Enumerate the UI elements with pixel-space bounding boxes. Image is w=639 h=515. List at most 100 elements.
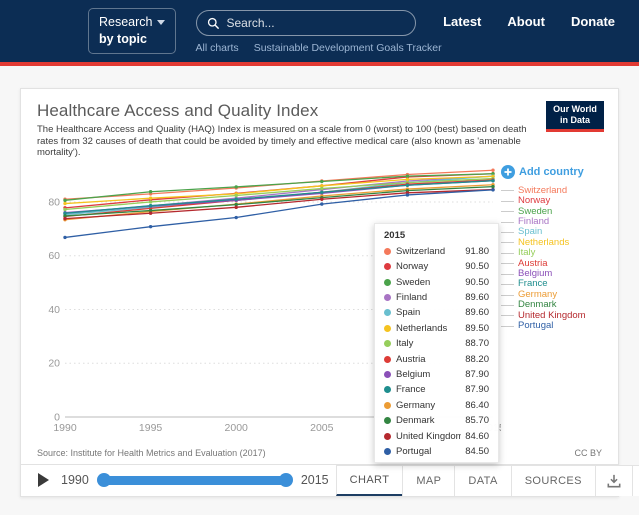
license-text[interactable]: CC BY xyxy=(574,448,602,458)
tab-chart[interactable]: CHART xyxy=(336,465,404,496)
series-point-italy-1995[interactable] xyxy=(149,200,152,203)
timeline-start-year: 1990 xyxy=(61,473,89,487)
source-text: Source: Institute for Health Metrics and… xyxy=(37,448,266,458)
slider-handle-end[interactable] xyxy=(279,473,293,487)
tooltip-country-name: Italy xyxy=(396,338,461,349)
tooltip-country-name: Denmark xyxy=(396,415,461,426)
tab-data[interactable]: DATA xyxy=(454,465,511,496)
series-point-france-1995[interactable] xyxy=(149,204,152,207)
tooltip-country-value: 89.50 xyxy=(465,323,489,334)
timeline: 1990 2015 xyxy=(21,465,337,496)
y-tick-80: 80 xyxy=(48,196,60,208)
series-point-portugal-2005[interactable] xyxy=(320,202,323,205)
nav-links: Latest About Donate xyxy=(443,14,615,54)
latest-link[interactable]: Latest xyxy=(443,14,481,54)
x-tick-1995: 1995 xyxy=(139,422,163,434)
legend-leader-line xyxy=(501,201,514,202)
tooltip-row-netherlands: Netherlands 89.50 xyxy=(375,321,498,336)
y-tick-60: 60 xyxy=(48,250,60,262)
tooltip-country-name: Norway xyxy=(396,261,461,272)
legend-item-portugal[interactable]: Portugal xyxy=(501,321,609,331)
tooltip-country-value: 85.70 xyxy=(465,415,489,426)
tooltip-country-name: Germany xyxy=(396,400,461,411)
series-point-italy-1990[interactable] xyxy=(63,208,66,211)
chart-legend: SwitzerlandNorwaySwedenFinlandSpainNethe… xyxy=(501,186,609,332)
series-point-sweden-2000[interactable] xyxy=(235,185,238,188)
legend-leader-line xyxy=(501,190,514,191)
series-point-portugal-2015[interactable] xyxy=(491,188,494,191)
tooltip-country-name: Netherlands xyxy=(396,323,461,334)
tooltip-country-value: 88.70 xyxy=(465,338,489,349)
play-icon xyxy=(37,473,49,487)
series-point-united-kingdom-2000[interactable] xyxy=(235,205,238,208)
series-point-united-kingdom-2005[interactable] xyxy=(320,197,323,200)
x-tick-2000: 2000 xyxy=(225,422,249,434)
tooltip-country-name: Portugal xyxy=(396,446,461,457)
tooltip-series-dot xyxy=(384,294,391,301)
x-tick-2005: 2005 xyxy=(310,422,334,434)
series-point-france-2010[interactable] xyxy=(406,183,409,186)
tooltip-series-dot xyxy=(384,433,391,440)
series-point-denmark-2015[interactable] xyxy=(491,185,494,188)
by-topic-label: by topic xyxy=(99,32,147,46)
series-point-sweden-2010[interactable] xyxy=(406,174,409,177)
series-point-france-2005[interactable] xyxy=(320,190,323,193)
donate-link[interactable]: Donate xyxy=(571,14,615,54)
share-button[interactable] xyxy=(632,465,639,496)
line-chart: 020406080199019952000200520102015 2015 S… xyxy=(35,161,501,446)
series-point-portugal-2010[interactable] xyxy=(406,193,409,196)
top-navbar: Research by topic All charts Sustainable… xyxy=(0,0,639,66)
slider-track[interactable] xyxy=(99,476,291,485)
research-label: Research xyxy=(99,15,153,29)
tab-sources[interactable]: SOURCES xyxy=(511,465,596,496)
series-point-portugal-2000[interactable] xyxy=(235,216,238,219)
about-link[interactable]: About xyxy=(507,14,545,54)
tooltip-country-name: Finland xyxy=(396,292,461,303)
download-button[interactable] xyxy=(595,465,633,496)
series-point-france-2015[interactable] xyxy=(491,179,494,182)
series-point-portugal-1990[interactable] xyxy=(63,235,66,238)
legend-leader-line xyxy=(501,253,514,254)
tooltip-row-sweden: Sweden90.50 xyxy=(375,275,498,290)
series-point-italy-2000[interactable] xyxy=(235,194,238,197)
tooltip-row-italy: Italy 88.70 xyxy=(375,336,498,351)
tooltip-row-austria: Austria88.20 xyxy=(375,351,498,366)
legend-leader-line xyxy=(501,284,514,285)
series-point-france-2000[interactable] xyxy=(235,197,238,200)
view-tabs: CHART MAP DATA SOURCES xyxy=(337,465,639,496)
add-country-button[interactable]: Add country xyxy=(501,163,584,181)
search-box[interactable] xyxy=(196,10,416,36)
tab-map[interactable]: MAP xyxy=(402,465,455,496)
tooltip-country-value: 87.90 xyxy=(465,384,489,395)
all-charts-link[interactable]: All charts xyxy=(196,42,239,54)
series-point-sweden-1990[interactable] xyxy=(63,198,66,201)
series-point-netherlands-1990[interactable] xyxy=(63,202,66,205)
series-point-netherlands-2010[interactable] xyxy=(406,177,409,180)
tooltip-series-dot xyxy=(384,386,391,393)
series-point-united-kingdom-1995[interactable] xyxy=(149,211,152,214)
series-point-sweden-1995[interactable] xyxy=(149,190,152,193)
owid-logo-line2: in Data xyxy=(546,115,604,126)
series-point-portugal-1995[interactable] xyxy=(149,225,152,228)
tooltip-series-dot xyxy=(384,417,391,424)
slider-handle-start[interactable] xyxy=(97,473,111,487)
sdg-tracker-link[interactable]: Sustainable Development Goals Tracker xyxy=(254,42,442,54)
x-tick-1990: 1990 xyxy=(53,422,77,434)
tooltip-country-name: Belgium xyxy=(396,369,461,380)
series-point-netherlands-1995[interactable] xyxy=(149,196,152,199)
series-point-italy-2005[interactable] xyxy=(320,187,323,190)
series-point-switzerland-2015[interactable] xyxy=(491,168,494,171)
tooltip-country-value: 90.50 xyxy=(465,261,489,272)
play-button[interactable] xyxy=(33,473,53,487)
chart-tooltip: 2015 Switzerland91.80Norway90.50Sweden90… xyxy=(374,223,499,463)
legend-item-norway[interactable]: Norway xyxy=(501,196,609,206)
tooltip-row-spain: Spain89.60 xyxy=(375,305,498,320)
timeline-end-year: 2015 xyxy=(301,473,329,487)
series-point-united-kingdom-1990[interactable] xyxy=(63,217,66,220)
timeline-slider[interactable] xyxy=(97,465,293,496)
owid-logo[interactable]: Our World in Data xyxy=(546,101,604,132)
search-input[interactable] xyxy=(227,16,397,30)
tooltip-country-value: 91.80 xyxy=(465,246,489,257)
research-by-topic-button[interactable]: Research by topic xyxy=(88,8,176,54)
series-point-sweden-2005[interactable] xyxy=(320,180,323,183)
